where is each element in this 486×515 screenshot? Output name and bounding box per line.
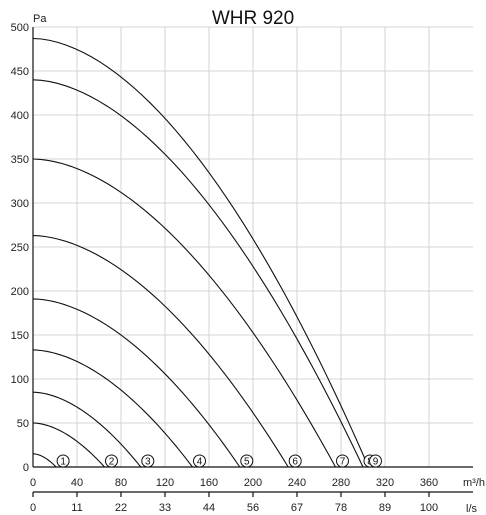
x2-tick-label: 89 bbox=[379, 502, 391, 514]
x2-tick-label: 0 bbox=[30, 502, 36, 514]
chart-title: WHR 920 bbox=[212, 8, 294, 29]
curve-marker-circle bbox=[193, 454, 206, 468]
curve-marker-label: 6 bbox=[292, 457, 298, 468]
fan-curve-3 bbox=[32, 391, 142, 468]
y-tick-label: 250 bbox=[11, 242, 29, 254]
y-tick-labels: 0 50 100 150 200 250 300 350 400 450 500 bbox=[11, 22, 29, 474]
x-axis-unit-label: m³/h bbox=[463, 477, 485, 489]
x2-tick-label: 44 bbox=[203, 502, 215, 514]
x-tick-label: 200 bbox=[244, 477, 262, 489]
fan-curve-1 bbox=[32, 453, 57, 468]
x-tick-label: 40 bbox=[71, 477, 83, 489]
x2-tick-label: 22 bbox=[115, 502, 127, 514]
x2-tick-labels: 0 11 22 33 44 56 67 78 89 100 bbox=[30, 492, 438, 514]
y-tick-label: 400 bbox=[11, 110, 29, 122]
curve-marker-circle bbox=[56, 454, 70, 468]
x2-tick-label: 33 bbox=[159, 502, 171, 514]
fan-curve-4 bbox=[32, 349, 193, 468]
fan-curve-8 bbox=[32, 79, 364, 468]
y-tick-label: 200 bbox=[11, 286, 29, 298]
curve-marker-label: 2 bbox=[109, 457, 115, 468]
x2-tick-label: 56 bbox=[247, 502, 259, 514]
curve-marker-circle bbox=[105, 454, 118, 468]
x-tick-label: 160 bbox=[200, 477, 218, 489]
x2-axis-unit-label: l/s bbox=[466, 503, 478, 515]
x2-tick-label: 78 bbox=[335, 502, 347, 514]
x-tick-label: 240 bbox=[288, 477, 306, 489]
x-tick-label: 360 bbox=[420, 477, 438, 489]
curve-marker-label: 7 bbox=[340, 457, 346, 468]
fan-curve-7 bbox=[32, 158, 336, 468]
y-tick-label: 350 bbox=[11, 154, 29, 166]
curve-markers: 123456789 bbox=[56, 454, 382, 468]
y-tick-label: 500 bbox=[11, 22, 29, 34]
x2-tick-label: 67 bbox=[291, 502, 303, 514]
fan-curve-2 bbox=[32, 422, 105, 468]
curve-marker-circle bbox=[240, 454, 254, 468]
y-tick-label: 300 bbox=[11, 198, 29, 210]
y-tick-label: 450 bbox=[11, 66, 29, 78]
grid bbox=[33, 26, 473, 467]
curve-marker-circle bbox=[336, 454, 349, 468]
fan-curve-6 bbox=[32, 235, 289, 468]
y-axis-label: Pa bbox=[33, 13, 47, 25]
curve-marker-circle bbox=[369, 454, 382, 468]
x-tick-label: 80 bbox=[115, 477, 127, 489]
y-tick-label: 150 bbox=[11, 330, 29, 342]
x2-tick-label: 100 bbox=[420, 502, 438, 514]
curve-marker-label: 1 bbox=[60, 457, 66, 468]
y-tick-label: 50 bbox=[17, 418, 29, 430]
curve-marker-label: 5 bbox=[244, 457, 250, 468]
x-tick-label: 120 bbox=[156, 477, 174, 489]
y-tick-label: 0 bbox=[23, 462, 29, 474]
curves bbox=[32, 37, 370, 468]
fan-curve-9 bbox=[32, 37, 370, 468]
curve-marker-label: 9 bbox=[373, 457, 379, 468]
x-tick-label: 280 bbox=[332, 477, 350, 489]
curve-marker-circle bbox=[141, 454, 155, 468]
x2-tick-label: 11 bbox=[71, 502, 82, 514]
curve-marker-circle bbox=[288, 454, 302, 468]
y-tick-label: 100 bbox=[11, 374, 29, 386]
curve-marker-label: 3 bbox=[145, 457, 151, 468]
x-tick-labels: 0 40 80 120 160 200 240 280 320 360 bbox=[30, 477, 438, 489]
fan-curve-5 bbox=[32, 298, 241, 468]
curve-marker-label: 4 bbox=[197, 457, 203, 468]
x-tick-label: 0 bbox=[30, 477, 36, 489]
x-tick-label: 320 bbox=[376, 477, 394, 489]
